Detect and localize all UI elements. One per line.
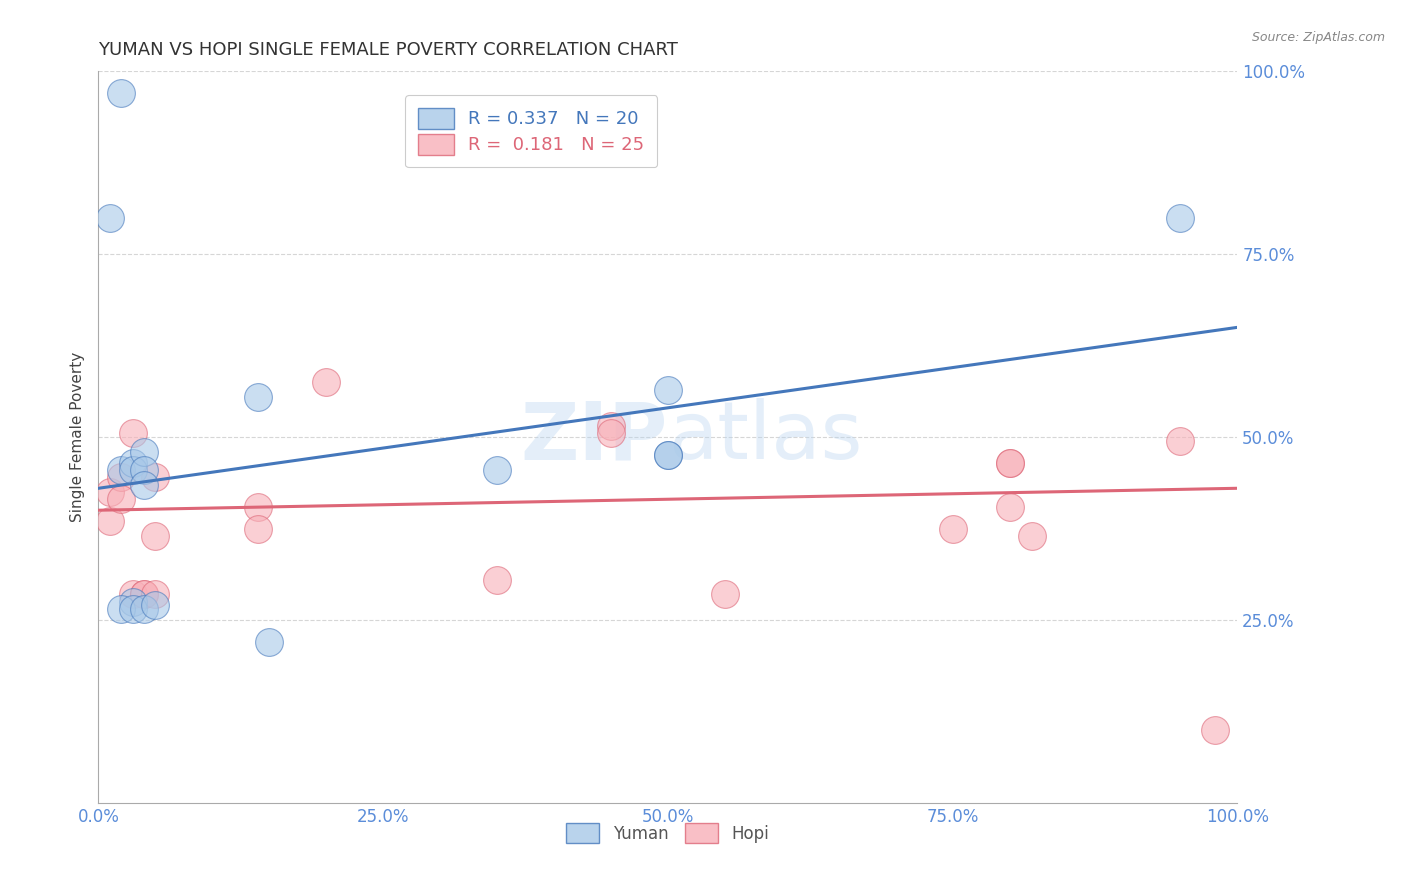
Point [145, 529, 167, 543]
Point [110, 492, 132, 507]
Point [132, 477, 155, 491]
Point [714, 587, 737, 601]
Point [998, 456, 1021, 470]
Point [1170, 211, 1192, 225]
Y-axis label: Single Female Poverty: Single Female Poverty [69, 352, 84, 522]
Point [600, 419, 623, 434]
Point [998, 456, 1021, 470]
Text: atlas: atlas [668, 398, 862, 476]
Point [121, 602, 143, 616]
Point [98, 485, 121, 500]
Point [486, 573, 509, 587]
Point [98, 211, 121, 225]
Point [1021, 529, 1043, 543]
Point [246, 500, 269, 514]
Point [998, 500, 1021, 514]
Point [657, 448, 679, 462]
Point [110, 87, 132, 101]
Point [1204, 723, 1226, 737]
Point [942, 521, 965, 535]
Point [110, 470, 132, 484]
Point [246, 390, 269, 404]
Point [110, 463, 132, 477]
Point [246, 521, 269, 535]
Legend: Yuman, Hopi: Yuman, Hopi [560, 817, 776, 849]
Point [259, 635, 281, 649]
Point [486, 463, 509, 477]
Point [145, 587, 167, 601]
Point [121, 456, 143, 470]
Point [657, 448, 679, 462]
Point [121, 587, 143, 601]
Point [121, 426, 143, 441]
Text: Source: ZipAtlas.com: Source: ZipAtlas.com [1251, 31, 1385, 45]
Point [98, 514, 121, 528]
Text: YUMAN VS HOPI SINGLE FEMALE POVERTY CORRELATION CHART: YUMAN VS HOPI SINGLE FEMALE POVERTY CORR… [98, 41, 678, 59]
Point [145, 599, 167, 613]
Point [132, 463, 155, 477]
Text: ZIP: ZIP [520, 398, 668, 476]
Point [110, 602, 132, 616]
Point [132, 587, 155, 601]
Point [600, 426, 623, 441]
Point [657, 383, 679, 397]
Point [132, 444, 155, 458]
Point [121, 594, 143, 608]
Point [145, 470, 167, 484]
Point [1170, 434, 1192, 448]
Point [121, 463, 143, 477]
Point [132, 587, 155, 601]
Point [315, 376, 337, 390]
Point [132, 602, 155, 616]
